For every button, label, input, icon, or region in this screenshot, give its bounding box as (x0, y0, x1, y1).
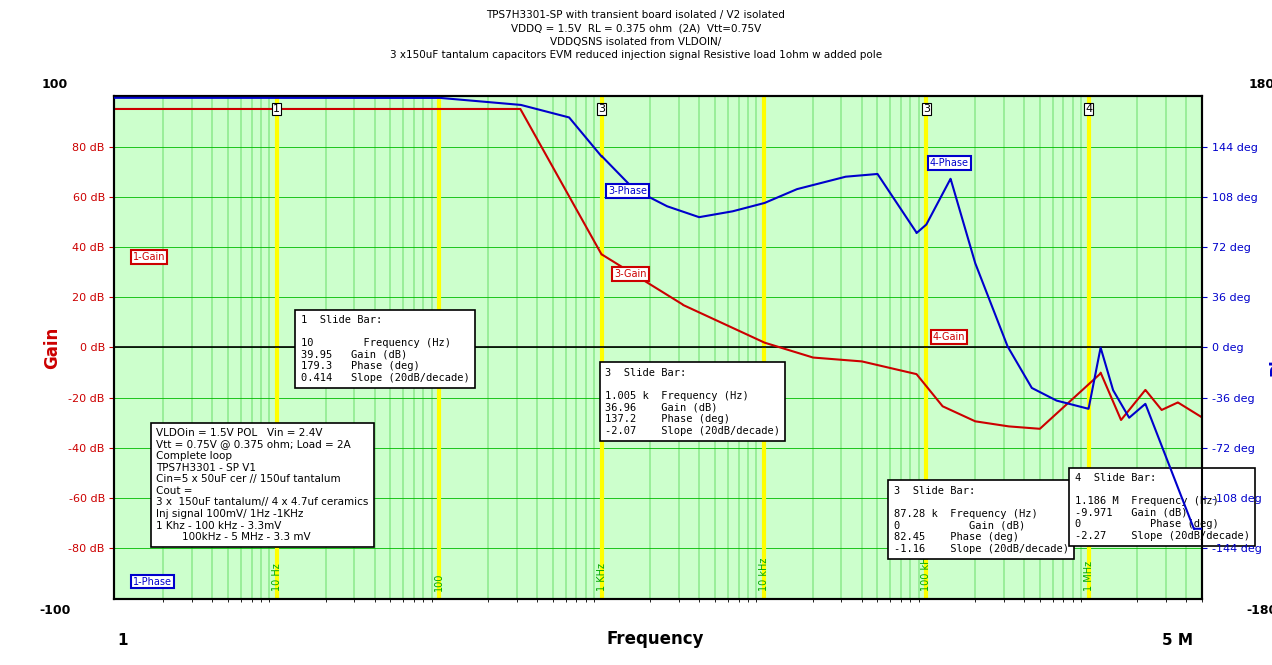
Text: 3 x150uF tantalum capacitors EVM reduced injection signal Resistive load 1ohm w : 3 x150uF tantalum capacitors EVM reduced… (391, 50, 881, 60)
Text: 4  Slide Bar:

1.186 M  Frequency (Hz)
-9.971   Gain (dB)
0           Phase (deg: 4 Slide Bar: 1.186 M Frequency (Hz) -9.9… (1075, 473, 1249, 541)
Text: 3  Slide Bar:

1.005 k  Frequency (Hz)
36.96    Gain (dB)
137.2    Phase (deg)
-: 3 Slide Bar: 1.005 k Frequency (Hz) 36.9… (605, 368, 780, 436)
Text: 3  Slide Bar:

87.28 k  Frequency (Hz)
0           Gain (dB)
82.45    Phase (deg: 3 Slide Bar: 87.28 k Frequency (Hz) 0 Ga… (894, 485, 1068, 553)
Text: VDDQ = 1.5V  RL = 0.375 ohm  (2A)  Vtt=0.75V: VDDQ = 1.5V RL = 0.375 ohm (2A) Vtt=0.75… (511, 23, 761, 33)
Text: 3-Gain: 3-Gain (614, 269, 647, 279)
Text: 100: 100 (42, 78, 67, 91)
Text: 10 kHz: 10 kHz (759, 557, 768, 591)
Text: Frequency: Frequency (607, 630, 703, 648)
Y-axis label: Gain: Gain (43, 327, 61, 368)
Text: 4-Gain: 4-Gain (932, 332, 965, 342)
Text: -100: -100 (39, 604, 70, 616)
Text: 1 KHz: 1 KHz (597, 563, 607, 591)
Text: 1: 1 (273, 104, 280, 114)
Text: -180: -180 (1247, 604, 1272, 616)
Text: 3: 3 (598, 104, 605, 114)
Text: 100: 100 (434, 573, 444, 591)
Text: VDDQSNS isolated from VLDOIN/: VDDQSNS isolated from VLDOIN/ (551, 37, 721, 47)
Text: 4-Phase: 4-Phase (930, 158, 969, 168)
Text: 1-Phase: 1-Phase (134, 577, 172, 587)
Y-axis label: Phase: Phase (1268, 319, 1272, 376)
Text: VLDOin = 1.5V POL   Vin = 2.4V
Vtt = 0.75V @ 0.375 ohm; Load = 2A
Complete loop
: VLDOin = 1.5V POL Vin = 2.4V Vtt = 0.75V… (156, 428, 369, 542)
Text: 5 M: 5 M (1163, 633, 1193, 648)
Text: 3: 3 (922, 104, 930, 114)
Text: 180: 180 (1249, 78, 1272, 91)
Text: 100 kHz: 100 kHz (921, 551, 931, 591)
Text: 4: 4 (1085, 104, 1093, 114)
Text: TPS7H3301-SP with transient board isolated / V2 isolated: TPS7H3301-SP with transient board isolat… (487, 10, 785, 20)
Text: 1-Gain: 1-Gain (134, 251, 165, 261)
Text: 1 MHz: 1 MHz (1084, 561, 1094, 591)
Text: 10 Hz: 10 Hz (272, 563, 282, 591)
Text: 1: 1 (117, 633, 127, 648)
Text: 1  Slide Bar:

10        Frequency (Hz)
39.95   Gain (dB)
179.3   Phase (deg)
0.: 1 Slide Bar: 10 Frequency (Hz) 39.95 Gai… (300, 315, 469, 383)
Text: 3-Phase: 3-Phase (608, 186, 647, 196)
